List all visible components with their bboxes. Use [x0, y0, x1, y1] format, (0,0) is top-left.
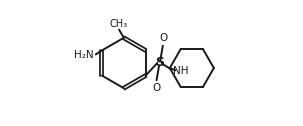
- Text: O: O: [159, 33, 167, 43]
- Text: H₂N: H₂N: [74, 50, 93, 60]
- Text: CH₃: CH₃: [109, 19, 128, 29]
- Text: O: O: [152, 83, 160, 93]
- Text: NH: NH: [172, 66, 188, 76]
- Text: S: S: [155, 56, 164, 70]
